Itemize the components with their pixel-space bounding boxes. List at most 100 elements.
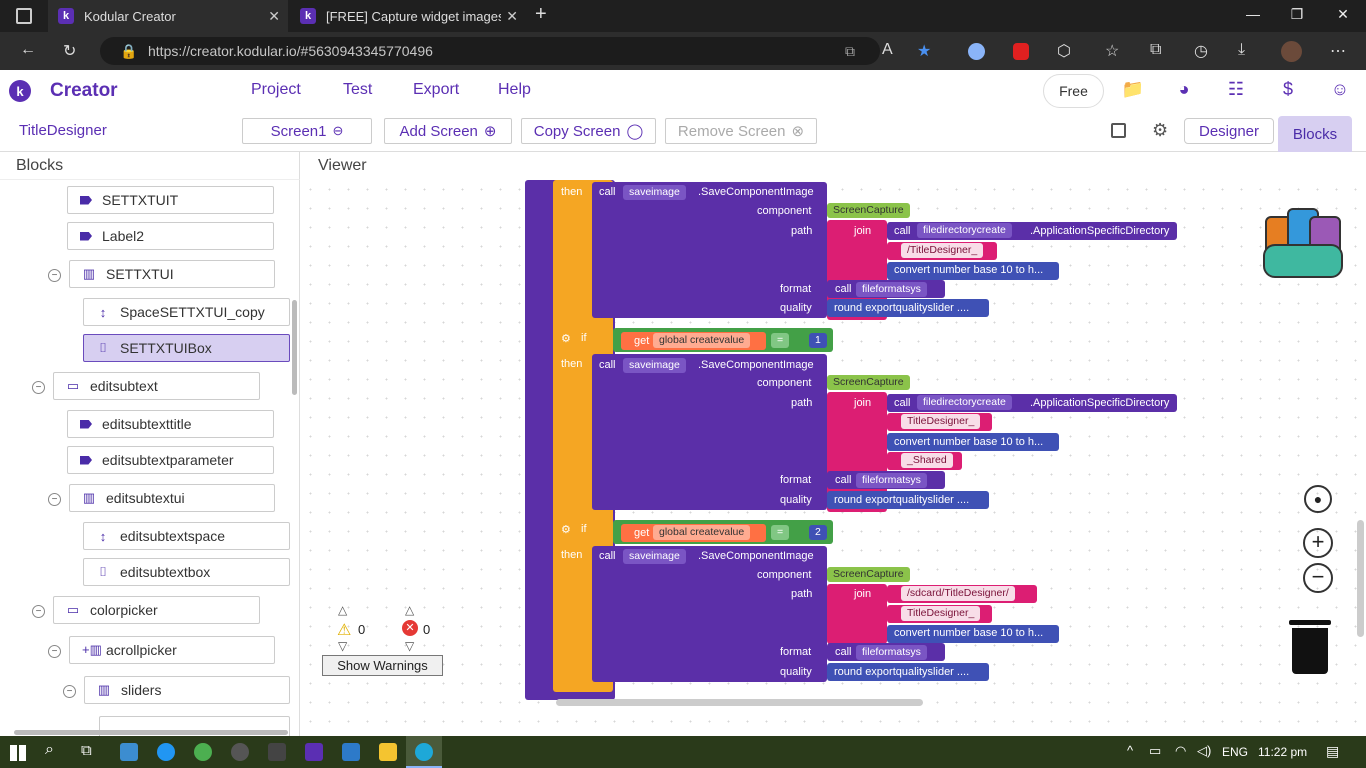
designer-button[interactable]: Designer [1184,118,1274,144]
show-warnings-button[interactable]: Show Warnings [322,655,443,676]
more-icon[interactable]: ⋯ [1330,43,1346,60]
convert-block[interactable] [887,262,1059,280]
clock[interactable]: 11:22 pm [1258,745,1308,759]
quality-block[interactable] [827,299,989,317]
tree-node-editsubtextbox[interactable]: ⌷ editsubtextbox [83,558,290,586]
menu-export[interactable]: Export [413,81,460,98]
save-component-image-call-3[interactable] [592,546,827,682]
tray-chevron-icon[interactable]: ^ [1127,743,1134,758]
screen-capture-block[interactable]: ScreenCapture [827,567,910,582]
app-icon[interactable] [268,743,286,761]
component-dropdown[interactable]: saveimage [623,358,686,373]
tree-node-colorpicker[interactable]: ▭ colorpicker [53,596,260,624]
billing-icon[interactable]: $ [1282,79,1293,99]
format-component-dropdown[interactable]: fileformatsys [856,645,927,660]
start-windows-icon[interactable] [10,745,26,761]
screen-capture-block[interactable]: ScreenCapture [827,203,910,218]
warnings-up-arrow-icon[interactable]: △ [338,603,348,617]
collapse-toggle-icon[interactable]: − [48,493,61,506]
errors-down-arrow-icon[interactable]: ▽ [405,639,415,653]
gallery-icon[interactable]: ◕ [1178,79,1190,99]
format-component-dropdown[interactable]: fileformatsys [856,282,927,297]
url-field[interactable]: 🔒 https://creator.kodular.io/#5630943345… [100,37,880,65]
app-name[interactable]: Creator [50,80,118,101]
window-close-icon[interactable]: ✕ [1337,6,1349,22]
component-dropdown[interactable]: saveimage [623,549,686,564]
tab-actions-icon[interactable] [16,8,32,24]
add-screen-button[interactable]: Add Screen ⊕ [384,118,512,144]
copy-screen-button[interactable]: Copy Screen ◯ [521,118,656,144]
tree-node-editsubtextparameter[interactable]: editsubtextparameter [67,446,274,474]
quality-block[interactable] [827,491,989,509]
string-literal[interactable]: TitleDesigner_ [901,414,981,429]
blocks-button[interactable]: Blocks [1278,116,1352,152]
menu-test[interactable]: Test [343,81,373,98]
extension-icon[interactable] [968,43,985,60]
lock-icon[interactable]: 🔒 [120,43,138,59]
history-icon[interactable]: ◷ [1194,43,1208,60]
restore-icon[interactable]: ❐ [1290,6,1304,22]
zoom-in-icon[interactable]: + [1303,528,1333,558]
tab-kodular-creator[interactable]: k Kodular Creator ✕ [48,0,288,32]
file-explorer-icon[interactable] [379,743,397,761]
blocks-workspace[interactable]: then call saveimage .SaveComponentImage … [301,180,1366,736]
dir-component-dropdown[interactable]: filedirectorycreate [917,395,1012,410]
tree-node-settxtui[interactable]: ▥ SETTXTUI [69,260,275,288]
settings-gear-icon[interactable]: ⚙ [1152,120,1169,140]
profile-avatar[interactable] [1281,41,1302,62]
tree-node-editsubtexttitle[interactable]: editsubtexttitle [67,410,274,438]
warnings-down-arrow-icon[interactable]: ▽ [338,639,348,653]
tree-node-settxtuibox[interactable]: ⌷ SETTXTUIBox [83,334,290,362]
favorites-icon[interactable]: ☆ [1105,43,1120,60]
task-view-icon[interactable]: ⧉ [81,742,92,759]
app-icon[interactable] [120,743,138,761]
quality-block[interactable] [827,663,989,681]
collapse-toggle-icon[interactable]: − [32,381,45,394]
extensions-icon[interactable]: ⬡ [1057,43,1071,60]
string-literal[interactable]: /TitleDesigner_ [901,243,984,258]
remove-screen-button[interactable]: Remove Screen ⊗ [665,118,817,144]
search-icon[interactable]: ⌕ [45,741,54,758]
string-literal[interactable]: TitleDesigner_ [901,606,981,621]
refresh-icon[interactable]: ↻ [63,43,77,60]
notifications-icon[interactable]: ▤ [1326,743,1340,759]
string-literal[interactable]: _Shared [901,453,953,468]
account-icon[interactable]: ☺ [1330,79,1350,99]
tab-capture-widget[interactable]: k [FREE] Capture widget images - E ✕ [290,0,526,32]
app-icon[interactable] [342,743,360,761]
backpack-icon[interactable] [1261,200,1345,280]
close-tab-icon[interactable]: ✕ [506,8,518,24]
projects-folder-icon[interactable]: 📁 [1121,79,1145,99]
media-icon[interactable] [1111,123,1126,138]
favorite-star-icon[interactable]: ★ [917,43,932,60]
collapse-toggle-icon[interactable]: − [48,645,61,658]
volume-icon[interactable]: ◁) [1197,743,1212,758]
zoom-out-icon[interactable]: − [1303,563,1333,593]
number-literal[interactable]: 1 [809,333,827,348]
language-indicator[interactable]: ENG [1222,745,1249,759]
join-block-3[interactable] [827,584,887,644]
tree-node-sliders[interactable]: ▥ sliders [84,676,290,704]
kodular-logo-icon[interactable]: k [9,80,31,102]
tree-node-label2[interactable]: Label2 [67,222,274,250]
workspace-horizontal-scrollbar[interactable] [556,699,923,706]
downloads-icon[interactable]: ⤓ [1238,41,1246,58]
close-tab-icon[interactable]: ✕ [268,8,280,24]
dir-component-dropdown[interactable]: filedirectorycreate [917,223,1012,238]
collapse-toggle-icon[interactable]: − [32,605,45,618]
recenter-icon[interactable]: ● [1304,485,1332,513]
errors-up-arrow-icon[interactable]: △ [405,603,415,617]
read-aloud-icon[interactable]: A [882,41,893,58]
equals-dropdown[interactable]: = [771,525,790,540]
convert-block[interactable] [887,625,1059,643]
screen-select[interactable]: Screen1 ⊖ [242,118,372,144]
tree-node-acrollpicker[interactable]: +▥ acrollpicker [69,636,275,664]
tree-horizontal-scrollbar[interactable] [14,730,288,735]
workspace-vertical-scrollbar[interactable] [1357,520,1364,637]
collections-icon[interactable]: ⧉ [1150,41,1162,58]
collapse-toggle-icon[interactable]: − [48,269,61,282]
convert-block[interactable] [887,433,1059,451]
save-component-image-call-2[interactable] [592,354,827,510]
new-tab-icon[interactable]: + [535,3,547,25]
kodular-taskbar-icon[interactable] [305,743,323,761]
